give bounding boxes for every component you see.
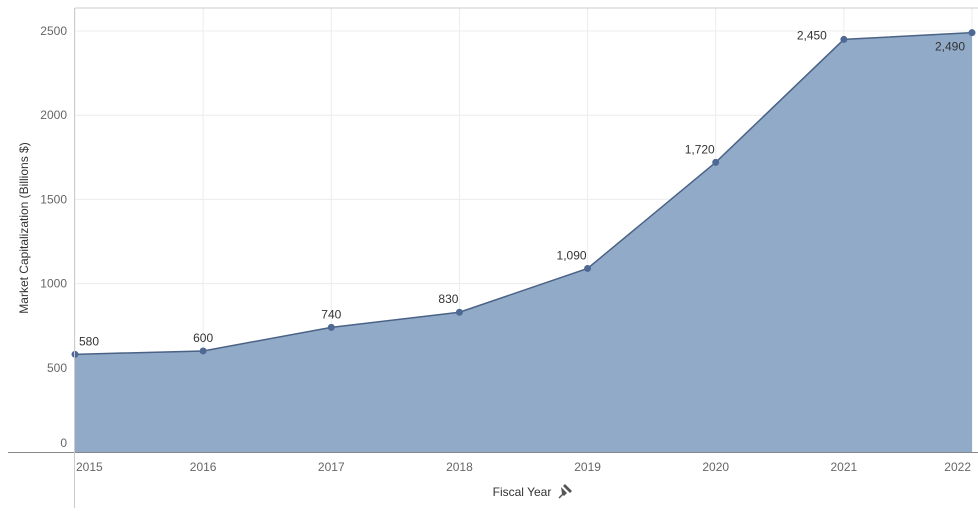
data-point-2019[interactable]	[584, 264, 592, 272]
data-points	[71, 29, 976, 358]
x-tick-label: 2016	[190, 460, 217, 474]
x-axis-title[interactable]: Fiscal Year	[493, 485, 552, 499]
data-label-2020: 1,720	[685, 142, 715, 156]
x-tick-label: 2015	[76, 460, 103, 474]
data-label-2021: 2,450	[797, 28, 827, 42]
data-point-2021[interactable]	[840, 35, 848, 43]
y-tick-label: 1000	[40, 277, 67, 291]
y-tick-label: 500	[47, 361, 67, 375]
y-tick-label: 1500	[40, 192, 67, 206]
x-axis-ticks: 2015 2016 2017 2018 2019 2020 2021 2022	[76, 460, 971, 474]
y-tick-label: 2000	[40, 108, 67, 122]
data-point-2018[interactable]	[455, 308, 463, 316]
y-axis-ticks: 0 500 1000 1500 2000 2500	[40, 24, 67, 450]
data-label-2015: 580	[79, 334, 99, 348]
x-tick-label: 2021	[831, 460, 858, 474]
data-point-2022[interactable]	[968, 29, 976, 37]
data-point-2016[interactable]	[199, 347, 207, 355]
y-tick-label: 0	[60, 436, 67, 450]
area-fill	[75, 32, 972, 453]
area-line	[74, 31, 973, 356]
y-axis-title: Market Capitalization (Billions $)	[17, 142, 31, 313]
data-label-2018: 830	[438, 292, 458, 306]
x-tick-label: 2018	[446, 460, 473, 474]
x-tick-label: 2019	[574, 460, 601, 474]
y-tick-label: 2500	[40, 24, 67, 38]
x-tick-label: 2022	[944, 460, 971, 474]
data-label-2019: 1,090	[557, 248, 587, 262]
data-label-2016: 600	[193, 331, 213, 345]
pin-icon[interactable]	[558, 484, 572, 499]
data-point-2020[interactable]	[712, 158, 720, 166]
data-point-2017[interactable]	[327, 323, 335, 331]
x-tick-label: 2017	[318, 460, 345, 474]
x-tick-label: 2020	[702, 460, 729, 474]
data-labels: 580 600 740 830 1,090 1,720 2,450 2,490	[79, 28, 965, 348]
data-label-2017: 740	[321, 307, 341, 321]
data-label-2022: 2,490	[935, 40, 965, 54]
